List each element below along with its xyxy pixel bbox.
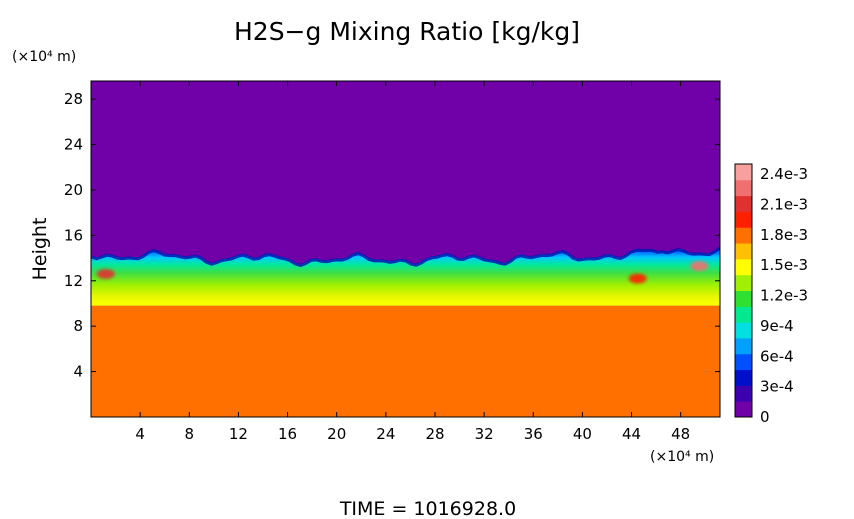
heatmap-plot-area [91, 81, 720, 417]
x-tick-label: 40 [573, 425, 592, 443]
colorbar-tick-label: 0 [760, 408, 770, 426]
colorbar-swatch [735, 322, 752, 339]
colorbar-tick-label: 6e-4 [760, 347, 794, 365]
colorbar-swatch [735, 243, 752, 260]
y-tick-label: 8 [73, 317, 83, 335]
transition-band [91, 246, 720, 306]
x-tick-label: 8 [185, 425, 195, 443]
local-maximum-1 [690, 261, 709, 272]
x-tick-label: 16 [278, 425, 297, 443]
lower-region [91, 305, 720, 417]
colorbar-swatch [735, 258, 752, 276]
y-tick-label: 28 [64, 90, 83, 108]
y-axis: 4 8 12 16 20 24 28 [64, 90, 720, 381]
local-maximum-0 [96, 268, 115, 279]
x-axis: 4 8 12 16 20 24 28 32 36 40 44 48 [135, 81, 690, 443]
colorbar-swatch [735, 337, 752, 355]
x-tick-label: 28 [425, 425, 444, 443]
colorbar-swatch [735, 227, 752, 244]
colorbar: 0 3e-4 6e-4 9e-4 1.2e-3 1.5e-3 1.8e-3 2.1e-3 2.4… [734, 163, 808, 426]
colorbar-tick-label: 1.8e-3 [760, 226, 808, 244]
colorbar-swatch [735, 164, 752, 181]
band-top-edge [91, 246, 720, 268]
colorbar-swatch [735, 179, 752, 197]
x-tick-label: 4 [135, 425, 145, 443]
colorbar-swatch [735, 401, 752, 418]
y-tick-label: 20 [64, 181, 83, 199]
y-axis-label: Height [29, 218, 51, 281]
plot-frame [90, 80, 721, 418]
colorbar-swatch [735, 195, 752, 212]
colorbar-swatch [735, 211, 752, 228]
y-unit-label: (×10⁴ m) [12, 49, 76, 65]
local-maxima [96, 261, 709, 284]
colorbar-tick-label: 1.2e-3 [760, 287, 808, 305]
colorbar-tick-label: 1.5e-3 [760, 256, 808, 274]
colorbar-tick-label: 2.4e-3 [760, 165, 808, 183]
colorbar-swatch [735, 306, 752, 323]
y-tick-label: 12 [64, 272, 83, 290]
colorbar-swatch [735, 353, 752, 371]
x-tick-label: 48 [671, 425, 690, 443]
chart-title: H2S−g Mixing Ratio [kg/kg] [234, 17, 580, 46]
x-tick-label: 12 [229, 425, 248, 443]
colorbar-swatch [735, 274, 752, 291]
colorbar-tick-label: 9e-4 [760, 317, 794, 335]
colorbar-tick-label: 3e-4 [760, 378, 794, 396]
colorbar-swatch [735, 385, 752, 402]
y-tick-label: 24 [64, 136, 83, 154]
x-tick-label: 20 [327, 425, 346, 443]
colorbar-swatch [735, 369, 752, 386]
x-tick-label: 32 [475, 425, 494, 443]
colorbar-frame [734, 163, 753, 418]
colorbar-tick-label: 2.1e-3 [760, 195, 808, 213]
x-tick-label: 24 [376, 425, 395, 443]
x-unit-label: (×10⁴ m) [650, 449, 714, 465]
y-tick-label: 4 [73, 363, 83, 381]
local-maximum-2 [628, 273, 647, 284]
x-tick-label: 44 [622, 425, 641, 443]
colorbar-swatch [735, 290, 752, 307]
y-tick-label: 16 [64, 226, 83, 244]
time-label: TIME = 1016928.0 [339, 498, 516, 519]
x-tick-label: 36 [524, 425, 543, 443]
